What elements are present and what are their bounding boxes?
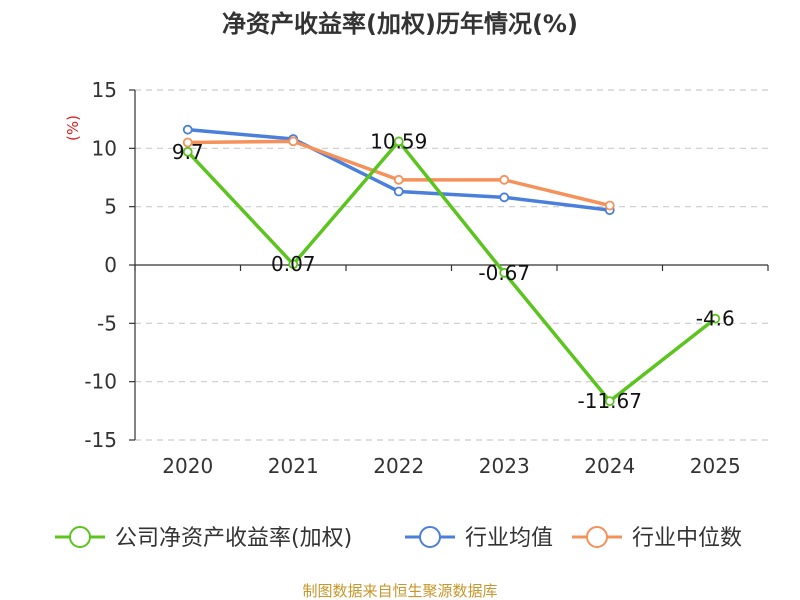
y-tick-label: -10	[84, 370, 117, 394]
y-tick-label: 0	[104, 253, 117, 277]
y-axis-label: (%)	[64, 115, 82, 141]
data-point[interactable]	[604, 200, 615, 211]
x-tick-label: 2020	[162, 454, 213, 478]
x-tick-label: 2022	[373, 454, 424, 478]
legend-marker-icon	[69, 526, 91, 548]
data-label: -11.67	[578, 389, 642, 413]
legend-item-1[interactable]: 行业均值	[405, 526, 553, 551]
series-line-0	[186, 139, 717, 403]
legend-marker-icon	[419, 526, 441, 548]
data-point[interactable]	[182, 146, 193, 157]
data-point[interactable]	[393, 136, 404, 147]
axes: 15 10 5 0 -5 -10 -15 2020 2021 2022 2023 2024 2025	[84, 78, 769, 478]
data-point[interactable]	[393, 174, 404, 185]
data-label: 9.7	[172, 140, 204, 164]
data-point[interactable]	[393, 186, 404, 197]
data-label: -4.6	[696, 307, 735, 331]
x-tick-label: 2025	[690, 454, 741, 478]
legend-item-0[interactable]: 公司净资产收益率(加权)	[55, 526, 352, 551]
x-tick-label: 2021	[268, 454, 319, 478]
data-label: 10.59	[370, 129, 427, 153]
legend-label: 公司净资产收益率(加权)	[115, 526, 352, 551]
y-tick-label: 15	[92, 78, 117, 102]
data-label: -0.67	[478, 261, 530, 285]
x-tick-label: 2023	[479, 454, 530, 478]
legend-label: 行业均值	[465, 526, 553, 551]
y-tick-label: 10	[92, 136, 117, 160]
legend-label: 行业中位数	[632, 526, 742, 551]
data-point[interactable]	[499, 192, 510, 203]
legend[interactable]: 公司净资产收益率(加权) 行业均值 行业中位数	[55, 526, 742, 551]
chart-title: 净资产收益率(加权)历年情况(%)	[222, 10, 578, 38]
y-tick-label: 5	[104, 195, 117, 219]
data-point[interactable]	[182, 124, 193, 135]
data-point[interactable]	[288, 259, 299, 270]
data-point[interactable]	[710, 313, 721, 324]
series-group	[182, 124, 721, 407]
data-point[interactable]	[288, 136, 299, 147]
x-tick-label: 2024	[584, 454, 635, 478]
source-note: 制图数据来自恒生聚源数据库	[302, 582, 497, 600]
data-point[interactable]	[499, 174, 510, 185]
data-point[interactable]	[182, 137, 193, 148]
data-point[interactable]	[604, 396, 615, 407]
data-point[interactable]	[499, 267, 510, 278]
y-tick-label: -5	[97, 311, 117, 335]
legend-item-2[interactable]: 行业中位数	[572, 526, 742, 551]
legend-marker-icon	[586, 526, 608, 548]
y-tick-label: -15	[84, 428, 117, 452]
data-labels: 9.7 0.07 10.59 -0.67 -11.67 -4.6	[172, 129, 735, 413]
data-label: 0.07	[271, 252, 316, 276]
